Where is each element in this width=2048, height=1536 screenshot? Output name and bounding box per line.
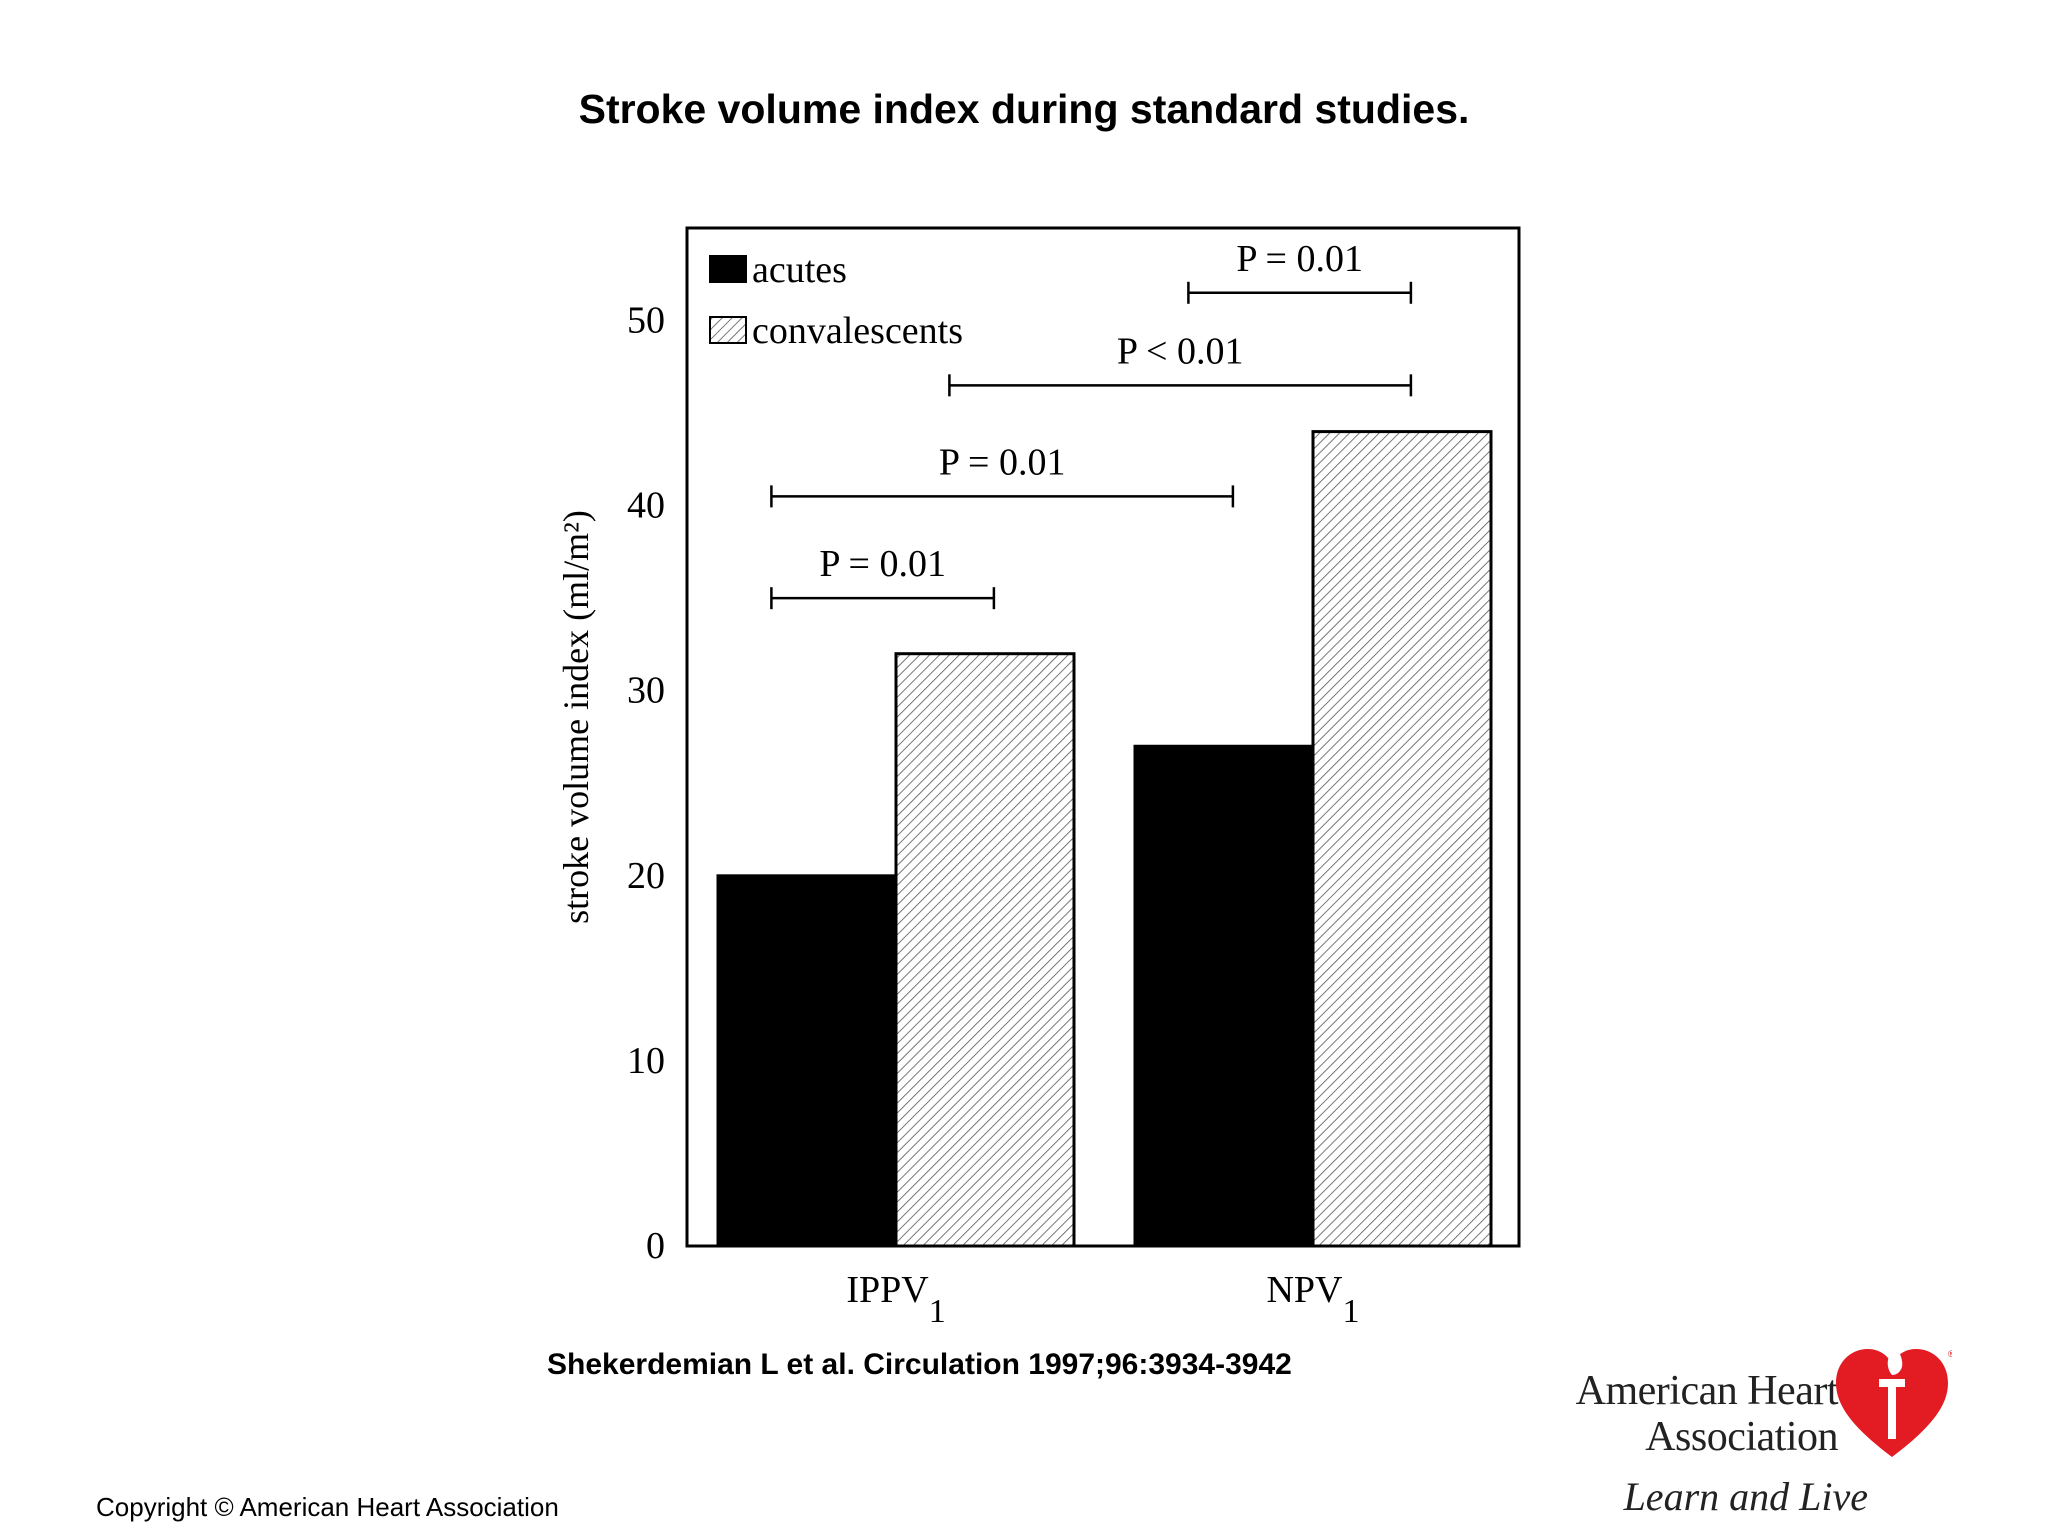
bar-convalescents-ippv	[894, 652, 1076, 1248]
x-tick-label: IPPV1	[846, 1269, 945, 1330]
logo-line-2: Association	[1645, 1414, 1838, 1460]
x-tick-label: NPV1	[1266, 1269, 1359, 1330]
legend-item-convalescents: convalescents	[709, 310, 963, 352]
legend-swatch	[709, 316, 747, 344]
legend-swatch	[709, 255, 747, 283]
y-axis-label: stroke volume index (ml/m²)	[556, 510, 596, 924]
bar-acutes-npv	[1133, 744, 1315, 1248]
legend-label: acutes	[752, 249, 847, 291]
y-tick-label: 20	[627, 855, 665, 897]
y-tick-label: 0	[646, 1225, 665, 1267]
significance-bracket: P = 0.01	[1187, 238, 1413, 304]
logo-line-1: American Heart	[1575, 1368, 1839, 1414]
significance-label: P < 0.01	[1117, 330, 1244, 372]
heart-torch-icon: ®	[1836, 1341, 1952, 1457]
svg-text:®: ®	[1948, 1349, 1952, 1359]
y-tick-label: 50	[627, 300, 665, 342]
copyright-notice: Copyright © American Heart Association	[96, 1492, 559, 1522]
legend-label: convalescents	[752, 310, 963, 352]
aha-logo: American Heart Association Learn and Liv…	[1540, 1335, 1970, 1525]
significance-label: P = 0.01	[1236, 238, 1363, 280]
bar-acutes-ippv	[716, 874, 898, 1248]
significance-bracket: P < 0.01	[948, 330, 1413, 397]
citation: Shekerdemian L et al. Circulation 1997;9…	[547, 1348, 1292, 1381]
y-tick-label: 10	[627, 1040, 665, 1082]
significance-label: P = 0.01	[819, 543, 946, 585]
significance-bracket: P = 0.01	[770, 543, 996, 610]
bar-convalescents-npv	[1311, 430, 1493, 1248]
logo-tagline: Learn and Live	[1623, 1474, 1868, 1519]
y-tick-label: 40	[627, 485, 665, 527]
legend-item-acutes: acutes	[709, 249, 847, 291]
plot-frame	[685, 226, 1521, 1248]
slide-title: Stroke volume index during standard stud…	[578, 86, 1470, 132]
y-tick-label: 30	[627, 670, 665, 712]
significance-bracket: P = 0.01	[770, 441, 1235, 508]
significance-label: P = 0.01	[939, 441, 1066, 483]
